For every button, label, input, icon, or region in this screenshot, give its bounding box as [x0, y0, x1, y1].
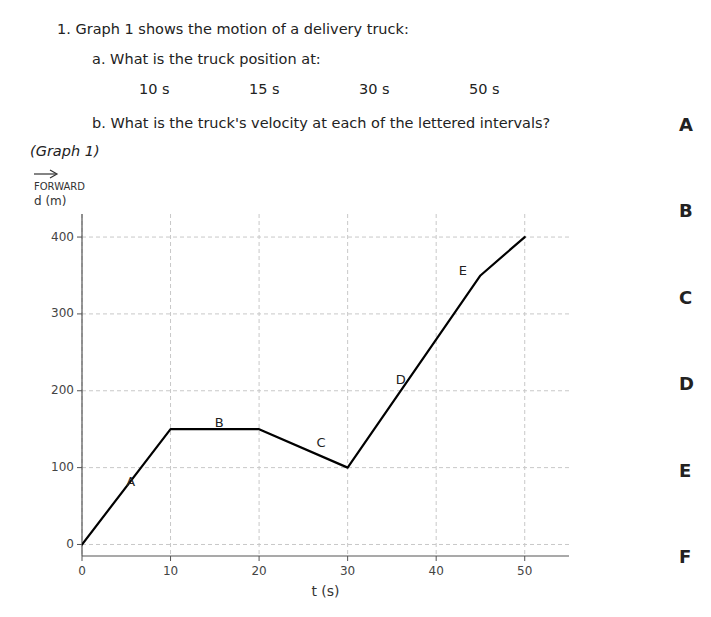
tick-label: 300 — [51, 306, 74, 320]
background — [0, 0, 711, 617]
time-item: 50 s — [469, 81, 500, 97]
answer-label: A — [679, 114, 693, 135]
tick — [347, 556, 348, 561]
data-group — [82, 237, 525, 544]
time-item: 15 s — [249, 81, 280, 97]
tick-label: 200 — [51, 383, 74, 397]
tick-label: 400 — [51, 230, 74, 244]
tick-label: 100 — [51, 460, 74, 474]
tick — [77, 237, 82, 238]
tick-label: 50 — [517, 564, 532, 578]
axis-label: d (m) — [34, 194, 66, 208]
tick — [524, 556, 525, 561]
annotation: A — [126, 474, 135, 489]
time-item: 30 s — [359, 81, 390, 97]
grid-line — [82, 237, 569, 238]
question: b. What is the truck's velocity at each … — [92, 115, 550, 131]
annotation: D — [396, 372, 406, 387]
grid-line — [82, 313, 569, 314]
annotation: C — [317, 435, 326, 450]
tick-label: 20 — [251, 564, 266, 578]
arrow-head — [50, 170, 57, 178]
grid — [82, 214, 569, 556]
grid-line — [82, 467, 569, 468]
axis-label: t (s) — [311, 583, 339, 599]
tick — [170, 556, 171, 561]
grid-line — [170, 214, 171, 556]
grid-line — [82, 544, 569, 545]
answer-label: B — [679, 200, 693, 221]
tick-label: 0 — [66, 537, 74, 551]
grid-line — [259, 214, 260, 556]
tick-label: 0 — [78, 564, 86, 578]
grid-line — [347, 214, 348, 556]
tick-label: 40 — [429, 564, 444, 578]
chart: 1. Graph 1 shows the motion of a deliver… — [0, 0, 711, 617]
y-axis — [81, 214, 82, 556]
title: 1. Graph 1 shows the motion of a deliver… — [57, 21, 409, 37]
answer-label: C — [679, 287, 692, 308]
answer-label: D — [679, 373, 694, 394]
grid-line — [82, 390, 569, 391]
answer-label: F — [679, 546, 691, 567]
grid-line — [524, 214, 525, 556]
axis-note: FORWARD — [34, 181, 85, 192]
arrow-shaft — [34, 173, 56, 174]
question: a. What is the truck position at: — [92, 51, 321, 67]
tick — [259, 556, 260, 561]
x-axis — [82, 555, 569, 556]
tick — [436, 556, 437, 561]
grid-line — [436, 214, 437, 556]
tick — [77, 467, 82, 468]
tick — [77, 390, 82, 391]
tick-label: 30 — [340, 564, 355, 578]
annotation: B — [215, 415, 224, 430]
line — [82, 237, 525, 544]
tick — [77, 313, 82, 314]
graph-label: (Graph 1) — [30, 143, 100, 159]
annotation: E — [459, 263, 467, 278]
direction-arrow — [34, 170, 57, 178]
tick — [77, 544, 82, 545]
tick-label: 10 — [163, 564, 178, 578]
time-item: 10 s — [139, 81, 170, 97]
grid-line — [82, 214, 83, 556]
answer-label: E — [679, 460, 691, 481]
tick — [82, 556, 83, 561]
